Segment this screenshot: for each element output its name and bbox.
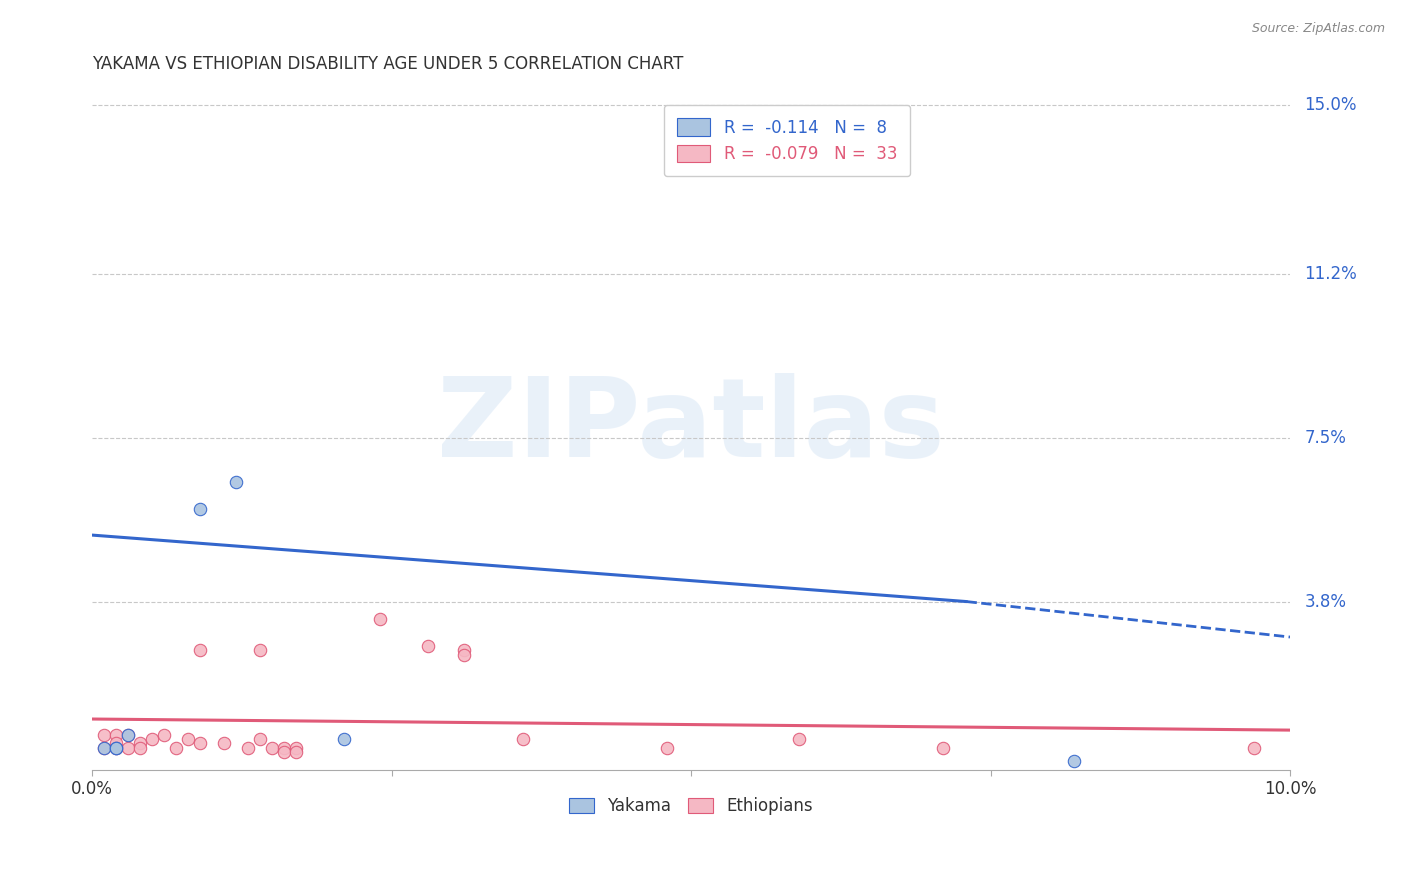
Point xyxy=(512,731,534,746)
Point xyxy=(105,736,128,750)
Point xyxy=(273,745,295,759)
Point xyxy=(416,639,439,653)
Point xyxy=(93,740,115,755)
Point xyxy=(273,740,295,755)
Point xyxy=(105,740,128,755)
Point xyxy=(105,740,128,755)
Point xyxy=(284,745,307,759)
Point xyxy=(236,740,259,755)
Point xyxy=(249,643,271,657)
Point xyxy=(165,740,187,755)
Point xyxy=(105,727,128,741)
Text: 7.5%: 7.5% xyxy=(1305,428,1347,447)
Text: 11.2%: 11.2% xyxy=(1305,265,1357,283)
Text: Source: ZipAtlas.com: Source: ZipAtlas.com xyxy=(1251,22,1385,36)
Point xyxy=(117,727,139,741)
Point xyxy=(368,612,391,626)
Point xyxy=(212,736,235,750)
Point xyxy=(177,731,200,746)
Point xyxy=(93,740,115,755)
Text: ZIPatlas: ZIPatlas xyxy=(437,373,945,480)
Point xyxy=(284,740,307,755)
Point xyxy=(260,740,283,755)
Point xyxy=(1243,740,1265,755)
Point xyxy=(188,643,211,657)
Point xyxy=(117,740,139,755)
Point xyxy=(453,643,475,657)
Point xyxy=(117,727,139,741)
Text: 15.0%: 15.0% xyxy=(1305,96,1357,114)
Point xyxy=(129,740,152,755)
Point xyxy=(225,475,247,489)
Point xyxy=(787,731,810,746)
Point xyxy=(931,740,953,755)
Point xyxy=(453,648,475,662)
Point xyxy=(249,731,271,746)
Legend: Yakama, Ethiopians: Yakama, Ethiopians xyxy=(561,789,821,823)
Point xyxy=(655,740,678,755)
Point xyxy=(332,731,354,746)
Text: YAKAMA VS ETHIOPIAN DISABILITY AGE UNDER 5 CORRELATION CHART: YAKAMA VS ETHIOPIAN DISABILITY AGE UNDER… xyxy=(93,55,683,73)
Point xyxy=(105,740,128,755)
Point xyxy=(153,727,176,741)
Point xyxy=(93,727,115,741)
Point xyxy=(188,736,211,750)
Point xyxy=(141,731,163,746)
Point xyxy=(129,736,152,750)
Text: 3.8%: 3.8% xyxy=(1305,592,1347,611)
Point xyxy=(188,501,211,516)
Point xyxy=(1063,754,1085,768)
